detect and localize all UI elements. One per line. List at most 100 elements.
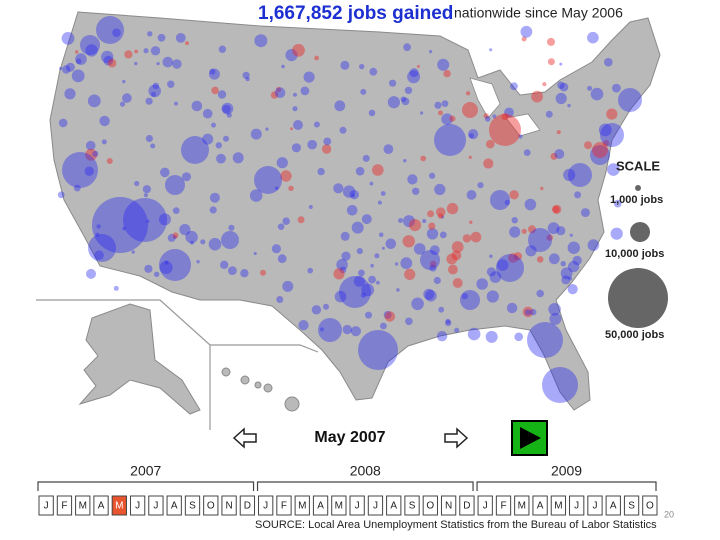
month-box[interactable] [38, 495, 54, 516]
continental-us [49, 11, 661, 411]
month-box[interactable] [514, 495, 530, 516]
scale-label: 10,000 jobs [605, 248, 664, 260]
bubble [489, 271, 502, 283]
bubble [360, 292, 366, 298]
bubble [613, 199, 622, 208]
year-label: 2008 [350, 463, 381, 479]
month-box[interactable] [459, 495, 475, 516]
prev-arrow[interactable] [232, 427, 257, 449]
month-box[interactable] [294, 495, 310, 516]
bubble [148, 84, 161, 98]
month-box[interactable] [166, 495, 182, 516]
bubble [568, 276, 573, 281]
month-box[interactable] [367, 495, 384, 516]
bubble [454, 327, 460, 333]
bubble [112, 28, 121, 37]
bubble [361, 214, 372, 225]
month-label: M [115, 501, 123, 512]
month-box[interactable] [623, 495, 640, 516]
month-box[interactable] [111, 495, 127, 516]
bubble [317, 167, 325, 176]
bubble [75, 53, 87, 65]
month-box[interactable] [532, 495, 548, 516]
bubble [276, 296, 284, 303]
bubble [528, 225, 536, 234]
month-box[interactable] [239, 495, 256, 516]
bubble [162, 56, 174, 68]
month-box[interactable] [221, 495, 237, 516]
bubble [470, 231, 482, 243]
bubble [336, 258, 348, 271]
month-label: J [263, 501, 268, 512]
bubble [282, 280, 294, 292]
bubble [122, 93, 132, 103]
month-box[interactable] [276, 495, 292, 516]
bubble [485, 330, 498, 343]
month-box[interactable] [495, 495, 512, 516]
bubble [321, 144, 332, 154]
bubble [265, 127, 269, 131]
month-box[interactable] [440, 495, 457, 516]
bubble [484, 116, 491, 122]
month-label: S [409, 501, 416, 512]
bubble [486, 139, 495, 149]
month-box[interactable] [203, 495, 219, 516]
bubble [323, 303, 329, 310]
bubble [434, 124, 466, 156]
bubble [333, 268, 345, 280]
bubble [174, 101, 178, 106]
bubble [504, 199, 510, 206]
month-box[interactable] [75, 495, 91, 516]
month-box[interactable] [258, 495, 274, 516]
bubble [291, 143, 301, 153]
bubble [445, 318, 451, 324]
month-box[interactable] [642, 495, 658, 516]
month-label: M [298, 501, 306, 512]
month-box[interactable] [56, 495, 73, 516]
month-box[interactable] [93, 495, 109, 516]
bubble [422, 218, 427, 224]
bubble [527, 322, 563, 358]
bubble [524, 198, 537, 211]
bubble [468, 155, 472, 159]
month-label: F [61, 501, 67, 512]
month-box[interactable] [477, 495, 493, 516]
bubble [276, 157, 288, 169]
source: SOURCE: Local Area Unemployment Statisti… [255, 519, 657, 531]
month-box[interactable] [605, 495, 621, 516]
bubble [548, 253, 560, 265]
month-box[interactable] [404, 495, 420, 516]
month-label: D [244, 501, 251, 512]
bubble [567, 284, 578, 295]
month-box[interactable] [550, 495, 567, 516]
month-box[interactable] [129, 495, 146, 516]
bubble [107, 58, 117, 68]
bubble [185, 41, 189, 46]
month-label: D [463, 501, 470, 512]
bubble [523, 149, 531, 157]
next-arrow[interactable] [444, 427, 469, 449]
month-box[interactable] [422, 495, 438, 516]
bubble [402, 235, 415, 248]
bubble [350, 326, 361, 337]
month-box[interactable] [569, 495, 585, 516]
bubble [437, 58, 450, 71]
island [254, 381, 262, 389]
month-box[interactable] [148, 495, 164, 516]
bubble [592, 142, 608, 158]
year-label: 2009 [551, 463, 582, 479]
month-box[interactable] [349, 495, 365, 516]
month-label: J [483, 501, 488, 512]
bubble [574, 191, 582, 199]
month-box[interactable] [587, 495, 603, 516]
month-box[interactable] [331, 495, 347, 516]
month-box[interactable] [312, 495, 329, 516]
month-label: F [500, 501, 506, 512]
month-box[interactable] [184, 495, 201, 516]
map [36, 11, 661, 430]
bubble [384, 311, 396, 322]
month-box[interactable] [386, 495, 402, 516]
bubble [209, 192, 220, 203]
bubble [277, 223, 285, 230]
scale-title: SCALE [616, 158, 660, 173]
